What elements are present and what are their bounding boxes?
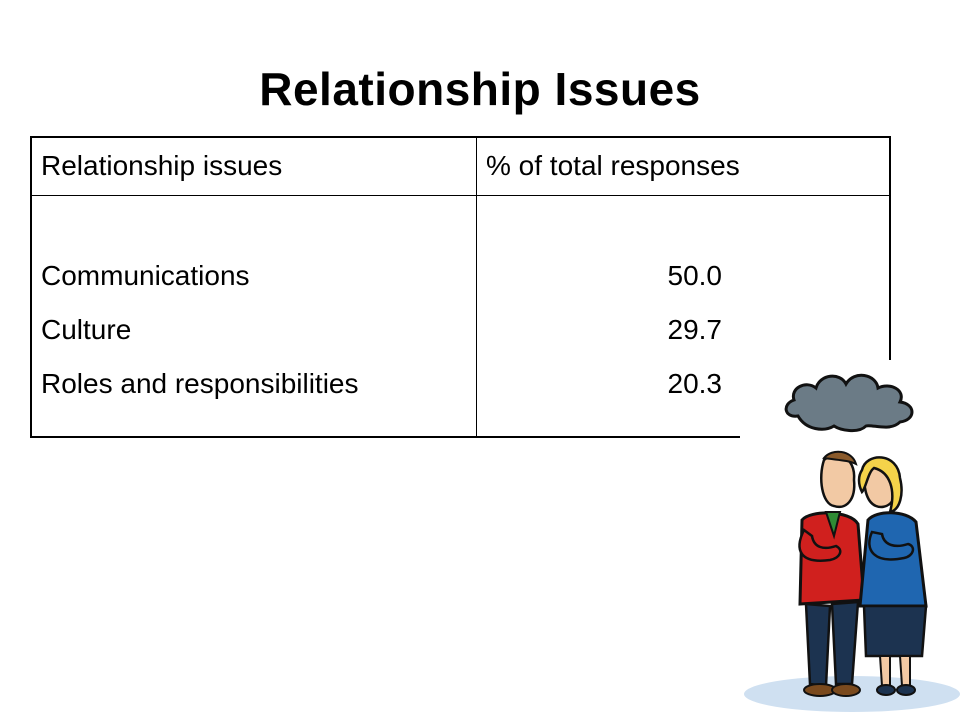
table-row-issue: Communications: [41, 260, 250, 291]
issue-list: Communications Culture Roles and respons…: [41, 260, 359, 422]
rain-cloud-icon: [784, 373, 914, 433]
header-percent: % of total responses: [486, 150, 740, 181]
man-figure: [798, 450, 866, 697]
header-issue: Relationship issues: [41, 150, 283, 181]
column-divider: [476, 138, 477, 436]
value-list: 50.0 29.7 20.3: [622, 260, 723, 422]
header-divider: [32, 195, 889, 196]
page-title: Relationship Issues: [259, 63, 701, 115]
table-row-issue: Culture: [41, 314, 132, 345]
table-row-value: 20.3: [667, 368, 723, 399]
table-row-issue: Roles and responsibilities: [41, 368, 359, 399]
woman-figure: [857, 456, 928, 696]
table-row-value: 50.0: [667, 260, 723, 291]
table-row-value: 29.7: [667, 314, 723, 345]
arguing-couple-rain-cloud-icon: [740, 360, 960, 712]
issues-table: Relationship issues % of total responses…: [30, 136, 891, 438]
